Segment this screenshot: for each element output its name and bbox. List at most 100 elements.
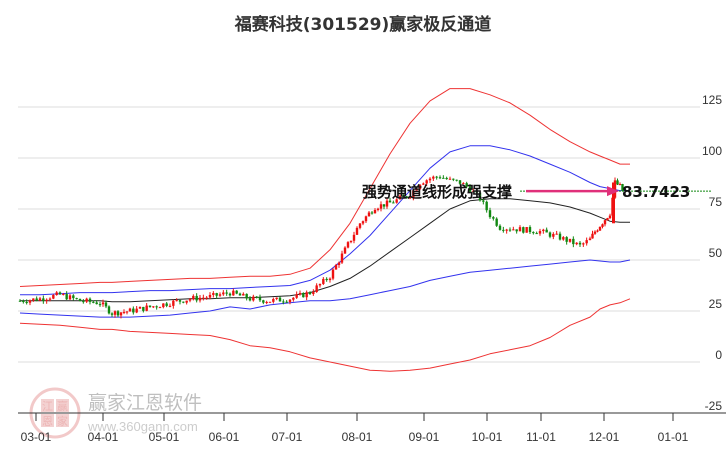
candle-body xyxy=(175,300,178,302)
candle-body xyxy=(562,237,565,240)
candle-body xyxy=(578,242,582,245)
candle-body xyxy=(25,302,28,304)
candle-body xyxy=(518,227,522,232)
candle-body xyxy=(242,293,245,296)
candle-body xyxy=(582,243,585,245)
candle-body xyxy=(98,304,102,306)
y-tick-label: 100 xyxy=(702,144,722,158)
candle-body xyxy=(288,299,292,302)
grid-lines xyxy=(18,106,700,363)
candle-body xyxy=(52,294,55,299)
candle-body xyxy=(62,294,65,296)
candle-body xyxy=(334,265,338,270)
candle-body xyxy=(515,229,518,232)
svg-text:赢: 赢 xyxy=(57,399,68,413)
x-tick-label: 10-01 xyxy=(472,430,503,444)
candle-body xyxy=(245,293,248,299)
candle-body xyxy=(162,303,165,308)
candle-body xyxy=(268,301,272,303)
channel-lines xyxy=(19,88,631,372)
candle-body xyxy=(522,227,525,233)
svg-text:江: 江 xyxy=(42,400,53,413)
candle-body xyxy=(415,189,418,191)
candle-body xyxy=(192,295,195,300)
candle-body xyxy=(18,300,22,302)
candle-body xyxy=(435,176,438,178)
candle-body xyxy=(72,295,75,299)
candle-body xyxy=(331,269,335,279)
candle-body xyxy=(85,298,88,302)
candle-body xyxy=(165,303,168,306)
y-tick-label: -25 xyxy=(705,399,723,413)
candle-body xyxy=(322,278,325,284)
candle-body xyxy=(612,182,615,224)
candle-body xyxy=(552,233,555,237)
x-tick-label: 05-01 xyxy=(149,430,180,444)
candle-body xyxy=(315,285,318,293)
candle-body xyxy=(265,301,268,303)
candle-body xyxy=(482,200,485,202)
candle-body xyxy=(455,179,458,181)
candle-body xyxy=(528,227,532,233)
candle-body xyxy=(188,299,192,301)
x-tick-label: 07-01 xyxy=(272,430,303,444)
candle-body xyxy=(603,220,607,225)
candle-body xyxy=(295,294,298,298)
candle-body xyxy=(262,300,265,303)
candle-body xyxy=(155,306,158,308)
candle-body xyxy=(425,180,428,184)
candle-body xyxy=(182,301,185,303)
candle-body xyxy=(395,199,398,203)
candle-body xyxy=(601,224,604,227)
candle-body xyxy=(346,242,350,248)
candle-body xyxy=(38,298,42,301)
candle-body xyxy=(358,223,362,228)
candle-body xyxy=(465,183,468,187)
candle-body xyxy=(337,262,341,266)
candle-body xyxy=(349,240,353,243)
candle-body xyxy=(222,292,225,295)
watermark: 江 赢 恩 家 赢家江恩软件 www.360gann.com xyxy=(29,387,202,439)
candle-body xyxy=(88,298,92,302)
candle-body xyxy=(422,183,425,185)
candle-body xyxy=(195,295,198,301)
candle-body xyxy=(428,178,432,181)
candle-body xyxy=(119,312,123,316)
candle-body xyxy=(591,233,594,239)
candle-body xyxy=(202,297,205,299)
candle-body xyxy=(542,229,545,232)
candle-body xyxy=(172,300,175,306)
candle-body xyxy=(298,292,302,295)
candle-body xyxy=(95,302,98,305)
candle-body xyxy=(82,301,85,303)
candle-body xyxy=(598,226,602,231)
candle-body xyxy=(205,297,208,299)
candle-body xyxy=(502,229,505,231)
candle-body xyxy=(373,209,377,214)
candle-body xyxy=(65,294,68,300)
candle-body xyxy=(438,177,442,179)
candle-body xyxy=(367,212,371,217)
candle-body xyxy=(208,294,212,298)
candle-body xyxy=(235,290,238,294)
candle-body xyxy=(468,186,472,192)
candle-body xyxy=(385,200,389,207)
candle-body xyxy=(398,196,402,200)
candle-body xyxy=(48,298,52,300)
candle-body xyxy=(128,308,132,312)
candle-body xyxy=(588,238,592,241)
candle-body xyxy=(340,253,344,263)
candle-body xyxy=(152,306,155,308)
candle-body xyxy=(418,184,422,190)
candle-body xyxy=(58,292,62,295)
watermark-url: www.360gann.com xyxy=(87,419,198,434)
annotation-text: 强势通道线形成强支撑 xyxy=(362,183,512,201)
candle-body xyxy=(272,298,275,302)
candle-body xyxy=(275,297,278,299)
candle-body xyxy=(364,216,368,222)
candle-body xyxy=(370,212,374,214)
candle-body xyxy=(292,297,295,300)
candle-body xyxy=(45,299,48,301)
candle-body xyxy=(492,217,495,219)
